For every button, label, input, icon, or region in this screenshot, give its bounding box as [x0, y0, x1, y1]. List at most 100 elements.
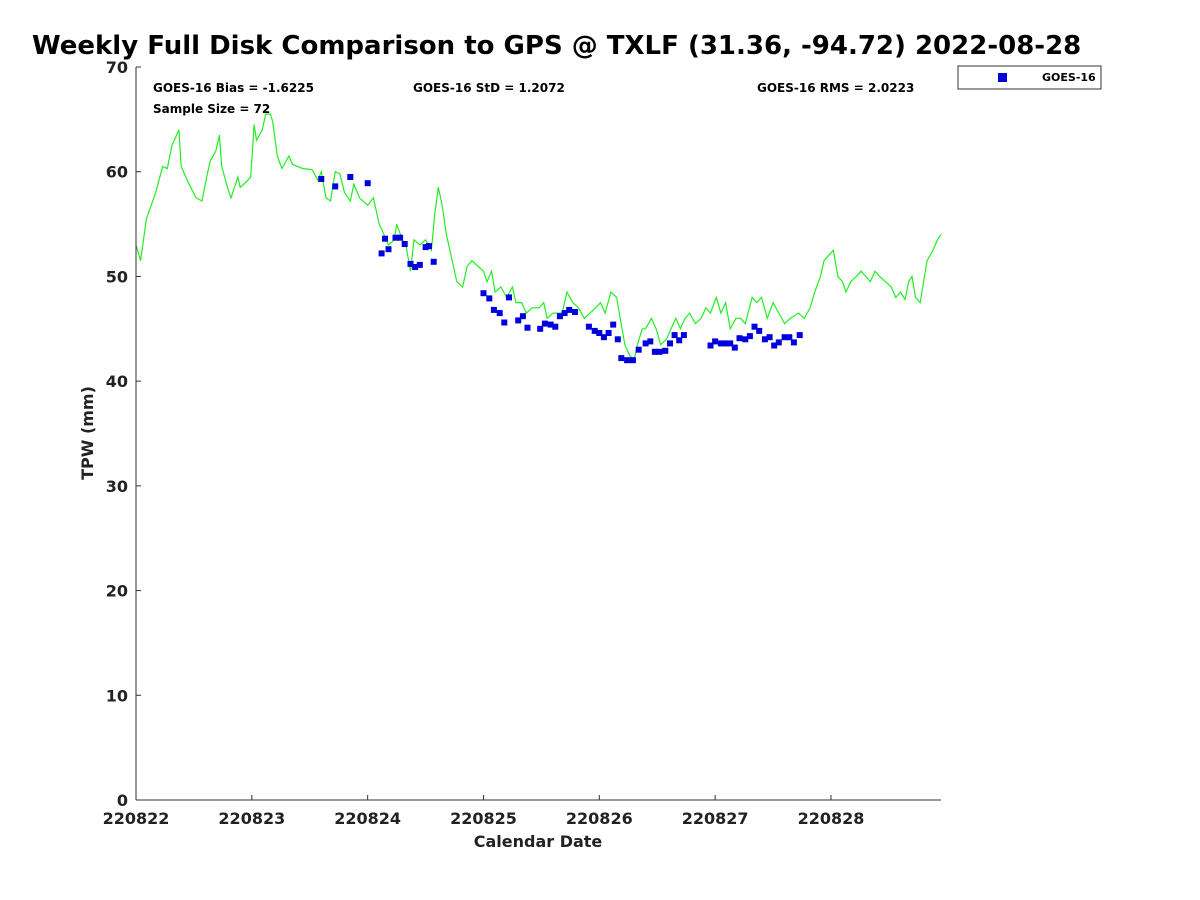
goes16-point	[717, 340, 724, 347]
goes16-point	[591, 327, 598, 334]
goes16-point	[585, 323, 592, 330]
goes16-point	[775, 339, 782, 346]
goes16-point	[332, 183, 339, 190]
goes16-point	[656, 348, 663, 355]
goes16-point	[624, 357, 631, 364]
goes16-point	[600, 334, 607, 341]
goes16-point	[786, 334, 793, 341]
goes16-point	[722, 340, 729, 347]
goes16-point	[596, 330, 603, 336]
x-tick-label: 220823	[218, 809, 285, 828]
y-tick-label: 10	[106, 686, 128, 705]
goes16-point	[746, 333, 753, 340]
x-axis-ticks: 220822 220823 220824 220825 220826 220827 2208…	[103, 795, 865, 828]
legend-box	[957, 65, 1102, 90]
goes16-point	[524, 324, 531, 331]
goes16-point	[541, 320, 548, 327]
goes16-point	[614, 336, 621, 343]
goes16-point	[651, 348, 658, 355]
goes16-point	[480, 290, 487, 297]
goes16-point	[385, 246, 392, 253]
goes16-point	[496, 310, 503, 317]
goes16-point	[506, 294, 512, 301]
goes16-point	[515, 317, 522, 324]
goes16-point	[486, 295, 493, 302]
goes16-point	[642, 340, 649, 347]
x-tick-label: 220822	[103, 809, 170, 828]
goes16-point	[707, 342, 714, 349]
plot-area	[135, 113, 942, 364]
goes16-point	[501, 319, 508, 326]
goes16-point	[572, 309, 578, 315]
chart-title: Weekly Full Disk Comparison to GPS @ TXL…	[32, 31, 1081, 61]
x-tick-label: 220828	[798, 809, 865, 828]
goes16-point	[751, 323, 758, 330]
goes16-point	[364, 180, 371, 187]
goes16-point	[680, 332, 687, 339]
goes16-point	[635, 346, 642, 353]
goes16-point	[629, 357, 636, 364]
legend-marker	[998, 73, 1007, 82]
x-tick-label: 220827	[682, 809, 749, 828]
goes16-scatter-series	[318, 174, 803, 364]
goes16-point	[422, 244, 429, 251]
goes16-point	[756, 327, 763, 334]
goes16-point	[781, 334, 788, 341]
goes16-point	[771, 342, 778, 349]
goes16-point	[671, 332, 678, 339]
goes16-point	[430, 258, 437, 265]
stat-std: GOES-16 StD = 1.2072	[413, 81, 565, 95]
stat-bias: GOES-16 Bias = -1.6225	[153, 81, 314, 95]
goes16-point	[742, 336, 749, 343]
y-tick-label: 50	[106, 267, 128, 286]
goes16-point	[490, 306, 497, 313]
stat-sample-size: Sample Size = 72	[153, 102, 270, 116]
goes16-point	[378, 250, 385, 257]
x-axis-label: Calendar Date	[474, 832, 603, 851]
goes16-point	[605, 330, 612, 336]
y-tick-label: 30	[106, 477, 128, 496]
goes16-point	[736, 335, 743, 342]
stat-rms: GOES-16 RMS = 2.0223	[757, 81, 914, 95]
goes16-point	[727, 340, 734, 347]
y-tick-label: 60	[106, 163, 128, 182]
goes16-point	[537, 325, 544, 332]
goes16-point	[731, 344, 738, 351]
x-tick-label: 220826	[566, 809, 633, 828]
goes16-point	[407, 260, 414, 267]
goes16-point	[618, 355, 625, 362]
goes16-point	[412, 264, 419, 270]
goes16-point	[796, 332, 803, 339]
goes16-point	[382, 235, 388, 242]
y-tick-label: 20	[106, 582, 128, 601]
y-tick-label: 0	[117, 791, 128, 810]
goes16-point	[392, 234, 399, 241]
y-axis-ticks: 0 10 20 30 40 50 60 70	[106, 58, 141, 810]
x-tick-label: 220825	[450, 809, 517, 828]
goes16-point	[519, 313, 526, 320]
goes16-point	[318, 176, 325, 182]
goes16-point	[416, 261, 423, 268]
goes16-point	[761, 336, 768, 343]
legend: GOES-16	[957, 65, 1102, 90]
goes16-point	[712, 338, 719, 345]
goes16-point	[426, 243, 432, 250]
goes16-point	[552, 323, 559, 330]
goes16-point	[556, 313, 563, 320]
goes16-point	[610, 321, 617, 328]
goes16-point	[667, 340, 673, 347]
y-axis-label: TPW (mm)	[78, 386, 97, 480]
goes16-point	[790, 339, 797, 346]
goes16-point	[347, 174, 354, 180]
goes16-point	[662, 347, 669, 354]
goes16-point	[401, 241, 408, 247]
goes16-point	[547, 321, 554, 328]
goes16-point	[561, 310, 568, 317]
x-tick-label: 220824	[334, 809, 401, 828]
goes16-point	[647, 338, 654, 345]
goes16-point	[676, 337, 683, 344]
y-tick-label: 70	[106, 58, 128, 77]
gps-tpw-line	[135, 113, 942, 362]
y-tick-label: 40	[106, 372, 128, 391]
